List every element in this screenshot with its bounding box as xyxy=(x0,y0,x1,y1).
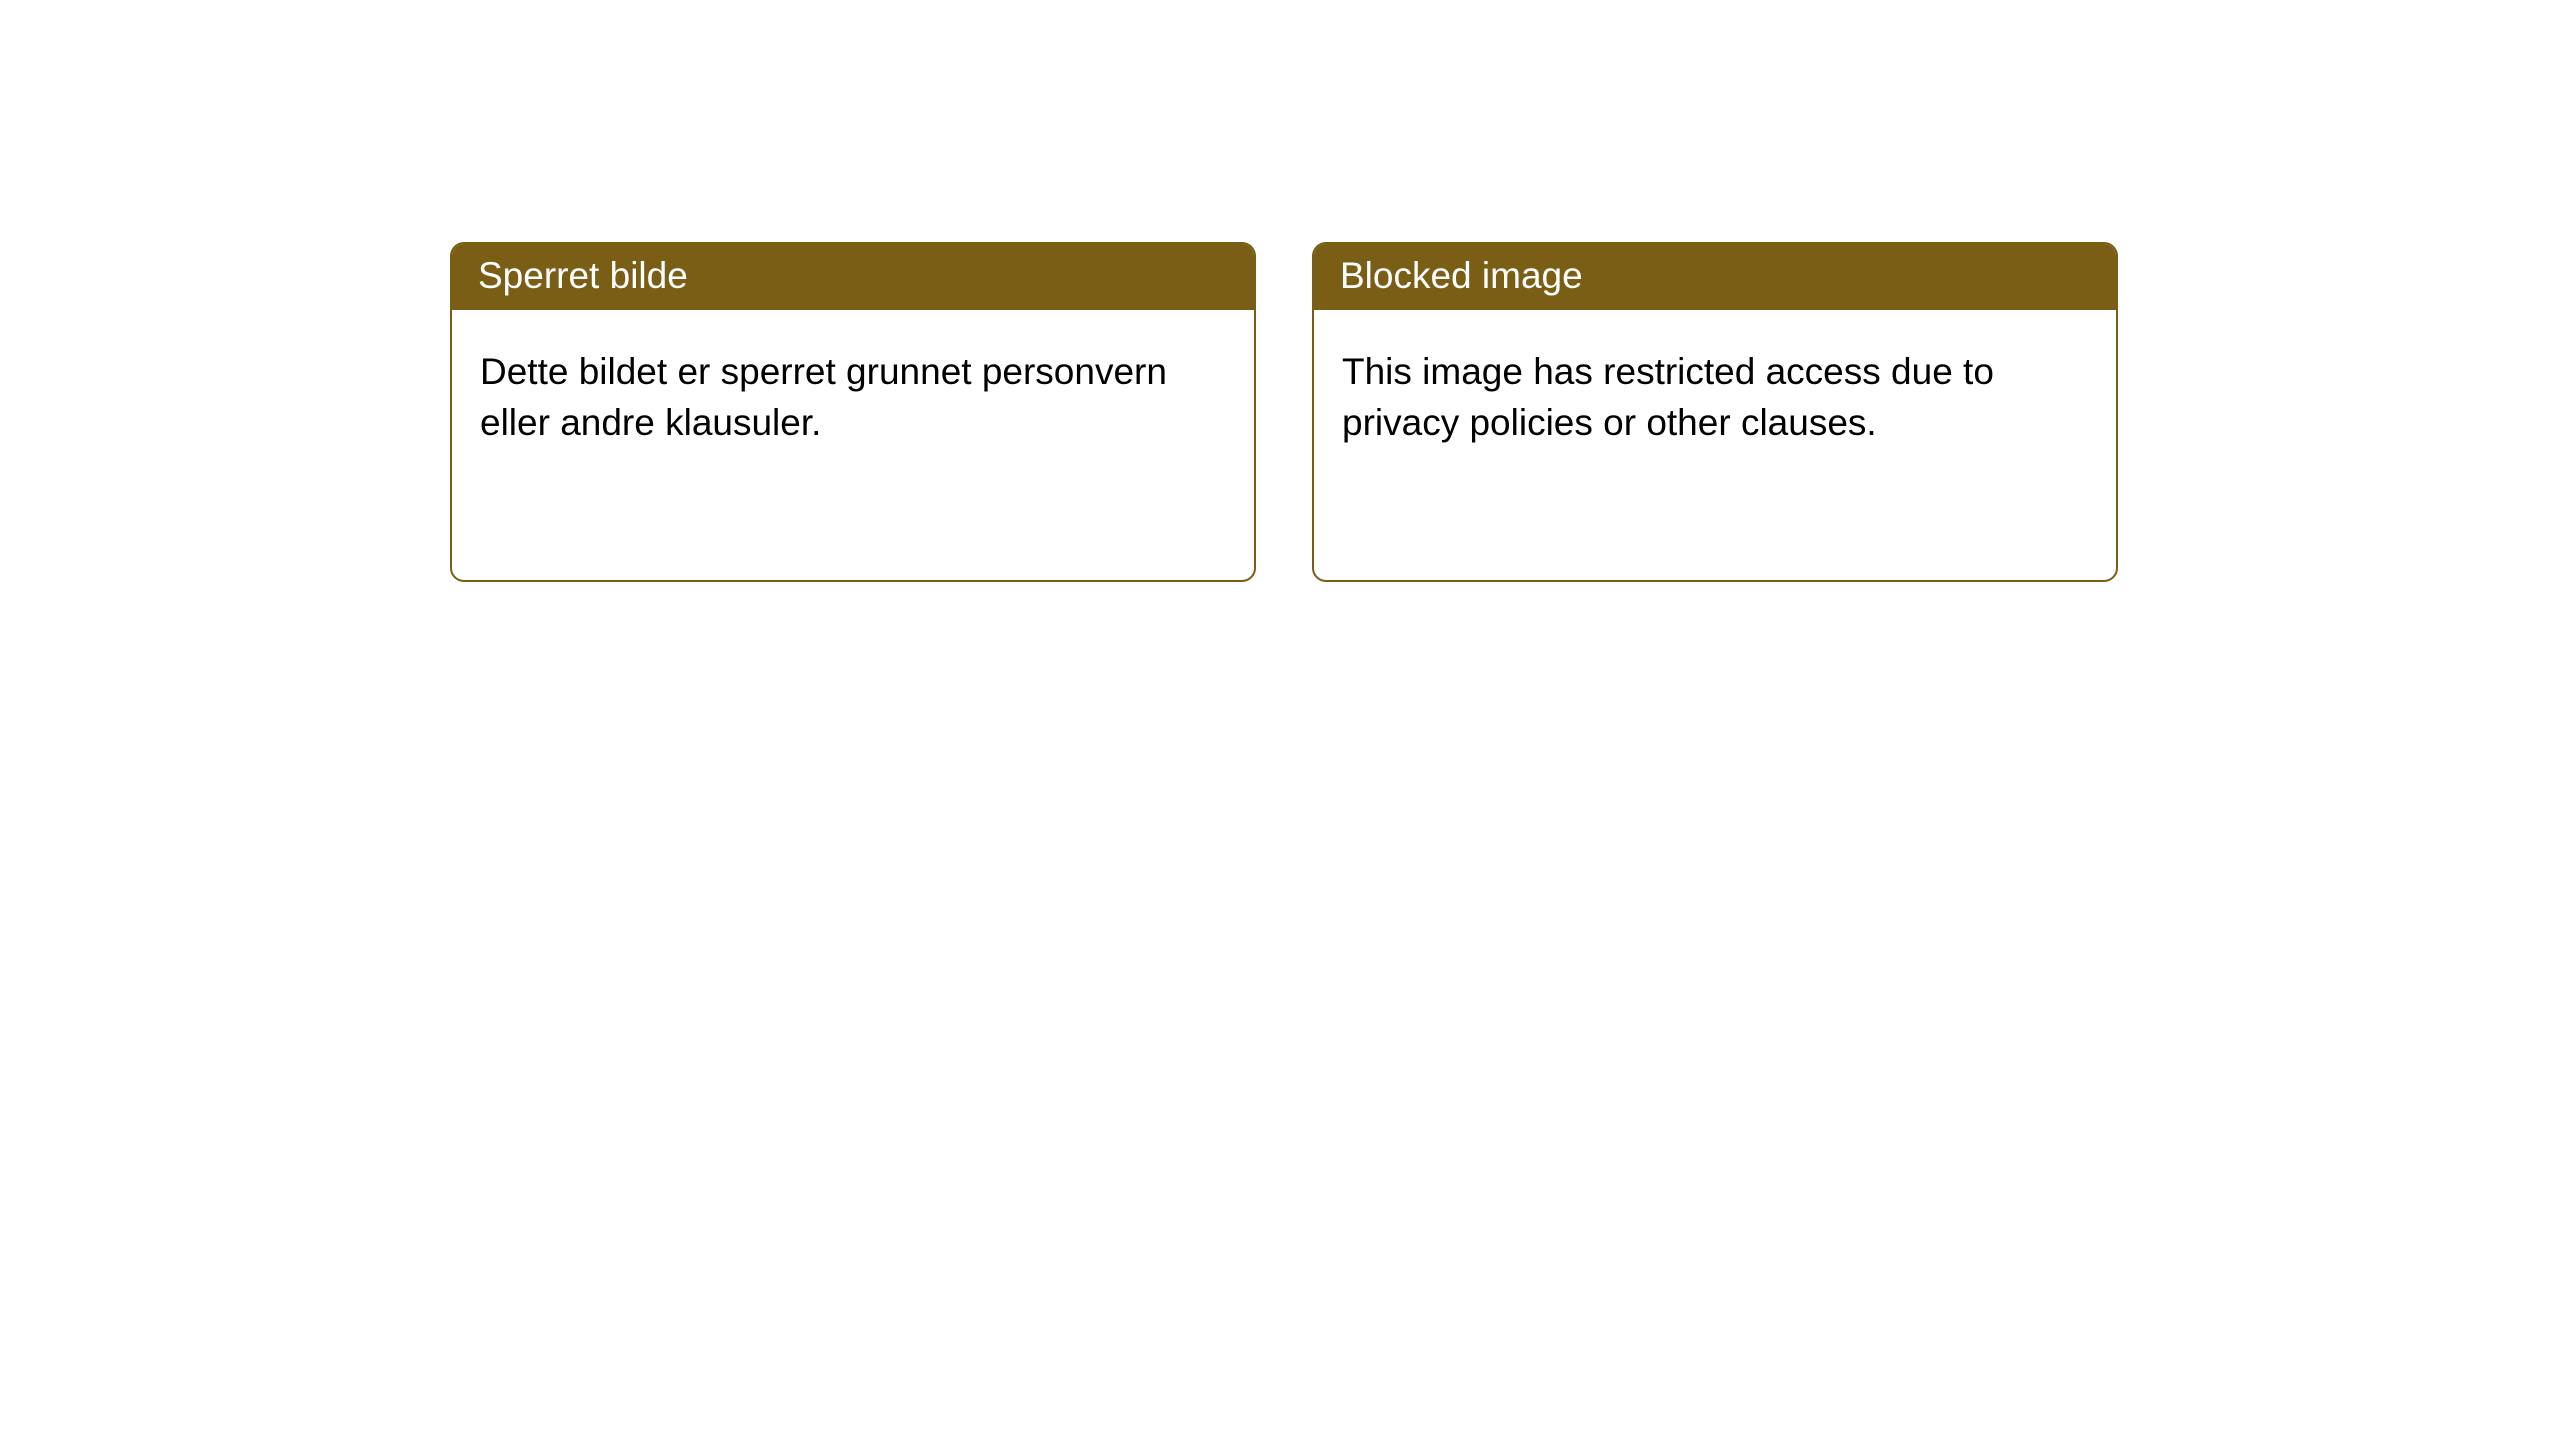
notice-cards-container: Sperret bilde Dette bildet er sperret gr… xyxy=(0,0,2560,582)
notice-card-english: Blocked image This image has restricted … xyxy=(1312,242,2118,582)
notice-card-norwegian: Sperret bilde Dette bildet er sperret gr… xyxy=(450,242,1256,582)
card-body-norwegian: Dette bildet er sperret grunnet personve… xyxy=(452,310,1254,580)
card-text-english: This image has restricted access due to … xyxy=(1342,346,2088,448)
card-header-norwegian: Sperret bilde xyxy=(452,244,1254,310)
card-header-english: Blocked image xyxy=(1314,244,2116,310)
card-title-norwegian: Sperret bilde xyxy=(478,255,688,296)
card-text-norwegian: Dette bildet er sperret grunnet personve… xyxy=(480,346,1226,448)
card-body-english: This image has restricted access due to … xyxy=(1314,310,2116,580)
card-title-english: Blocked image xyxy=(1340,255,1583,296)
